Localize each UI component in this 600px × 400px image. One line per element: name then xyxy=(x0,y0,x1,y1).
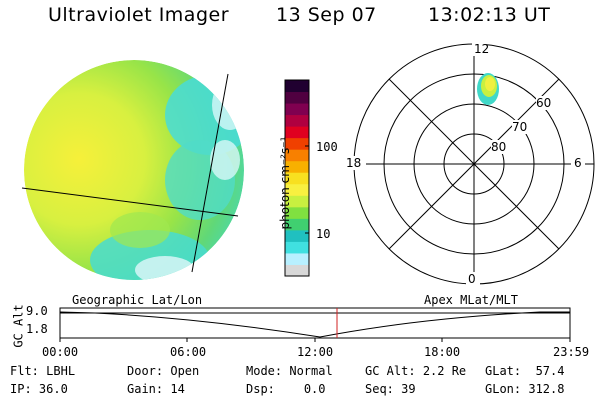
colorbar-segment xyxy=(285,137,309,150)
info-door: Door: Open xyxy=(127,364,200,378)
timeline-x-tick-1: 06:00 xyxy=(170,345,207,359)
timeline-right-label: Apex MLat/MLT xyxy=(424,293,518,307)
colorbar-segment xyxy=(285,206,309,219)
instrument-title: Ultraviolet Imager xyxy=(48,4,230,26)
colorbar-segment xyxy=(285,183,309,196)
lat-label-60: 60 xyxy=(536,96,552,110)
colorbar-segment xyxy=(285,80,309,93)
observation-date: 13 Sep 07 xyxy=(276,4,377,26)
timeline-y-tick-top: 9.0 xyxy=(26,304,48,318)
observation-time: 13:02:13 UT xyxy=(428,4,551,26)
info-glat: GLat: 57.4 xyxy=(485,364,565,378)
timeline-x-tick-4: 23:59 xyxy=(553,345,590,359)
colorbar-segment xyxy=(285,241,309,254)
info-filter: Flt: LBHL xyxy=(10,364,76,378)
colorbar-segment xyxy=(285,91,309,104)
colorbar-tick-100: 100 xyxy=(316,140,338,154)
colorbar-segment xyxy=(285,229,309,242)
timeline-x-tick-0: 00:00 xyxy=(42,345,79,359)
colorbar-segment xyxy=(285,252,309,265)
mlt-label-6: 6 xyxy=(574,156,582,170)
info-seq: Seq: 39 xyxy=(365,382,416,396)
timeline-x-tick-2: 12:00 xyxy=(297,345,334,359)
colorbar-segment xyxy=(285,195,309,208)
mlt-label-0: 0 xyxy=(468,272,476,286)
info-dsp: Dsp: 0.0 xyxy=(246,382,326,396)
info-ip: IP: 36.0 xyxy=(10,382,68,396)
mlt-label-12: 12 xyxy=(474,42,490,56)
colorbar-segment xyxy=(285,160,309,173)
lat-label-80: 80 xyxy=(491,140,507,154)
colorbar-segment xyxy=(285,103,309,116)
colorbar-segment xyxy=(285,218,309,231)
lat-label-70: 70 xyxy=(512,120,528,134)
colorbar-tick-10: 10 xyxy=(316,227,331,241)
timeline-y-tick-bottom: 1.8 xyxy=(26,322,48,336)
colorbar-border xyxy=(284,79,310,277)
timeline-left-label: Geographic Lat/Lon xyxy=(72,293,203,307)
colorbar-segment xyxy=(285,149,309,162)
timeline-x-tick-3: 18:00 xyxy=(424,345,461,359)
colorbar-segment xyxy=(285,114,309,127)
info-mode: Mode: Normal xyxy=(246,364,333,378)
colorbar-segment xyxy=(285,264,309,277)
mlt-label-18: 18 xyxy=(346,156,362,170)
info-glon: GLon: 312.8 xyxy=(485,382,565,396)
colorbar xyxy=(284,79,310,277)
info-gain: Gain: 14 xyxy=(127,382,185,396)
colorbar-segment xyxy=(285,126,309,139)
colorbar-segment xyxy=(285,172,309,185)
info-gc-alt: GC Alt: 2.2 Re xyxy=(365,364,467,378)
